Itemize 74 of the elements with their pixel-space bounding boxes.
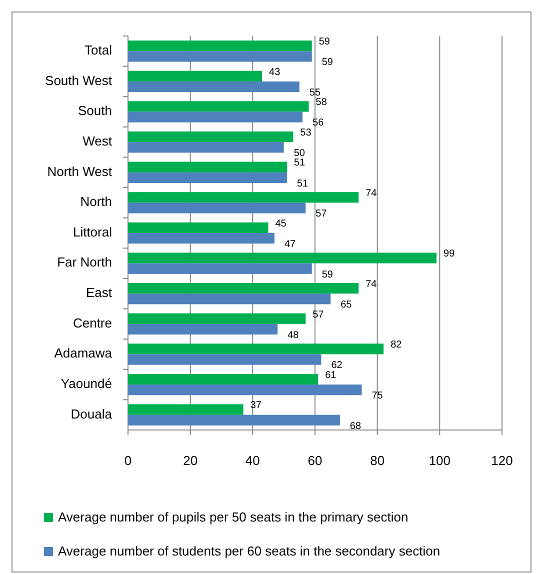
y-tick-label: North West xyxy=(47,164,112,179)
data-label: 45 xyxy=(275,218,287,230)
data-label: 50 xyxy=(294,148,306,160)
data-label: 65 xyxy=(340,300,352,311)
bar xyxy=(128,354,322,365)
data-label: 56 xyxy=(312,118,324,129)
data-label: 59 xyxy=(318,36,330,48)
y-tick-label: East xyxy=(86,285,112,300)
data-label: 43 xyxy=(269,66,281,78)
bar xyxy=(128,131,294,142)
bar xyxy=(128,294,331,304)
bar xyxy=(128,112,303,122)
data-label: 74 xyxy=(366,188,378,200)
y-tick-label: South West xyxy=(45,72,112,88)
data-label: 59 xyxy=(322,269,334,280)
x-tick-label: 120 xyxy=(491,453,513,468)
bar xyxy=(128,101,309,112)
data-label: 62 xyxy=(331,360,343,372)
bar xyxy=(128,162,287,172)
y-tick-label: West xyxy=(82,134,112,149)
bar xyxy=(128,51,312,62)
legend-label: Average number of students per 60 seats in the secondary section xyxy=(58,543,440,558)
data-label: 75 xyxy=(372,390,384,402)
data-label: 47 xyxy=(284,238,296,250)
y-tick-label: Douala xyxy=(70,406,113,422)
x-tick-label: 20 xyxy=(183,453,198,468)
data-label: 61 xyxy=(325,370,337,381)
x-tick-label: 100 xyxy=(428,453,451,468)
bar xyxy=(128,313,306,324)
data-label: 58 xyxy=(316,97,328,108)
x-tick-label: 40 xyxy=(245,453,260,468)
bar xyxy=(128,172,287,183)
bar xyxy=(128,222,268,233)
bar xyxy=(128,414,340,426)
bar xyxy=(128,263,312,274)
y-tick-label: North xyxy=(80,194,112,210)
bar xyxy=(128,283,359,294)
y-tick-label: Adamawa xyxy=(54,346,113,361)
data-label: 37 xyxy=(250,400,262,412)
data-label: 51 xyxy=(294,158,306,169)
y-tick-label: Centre xyxy=(72,315,112,330)
data-label: 57 xyxy=(312,309,324,320)
legend-label: Average number of pupils per 50 seats in the primary section xyxy=(58,509,408,524)
bar xyxy=(128,344,384,354)
bar xyxy=(128,81,300,92)
data-label: 51 xyxy=(296,178,309,190)
data-label: 48 xyxy=(288,330,300,341)
data-label: 82 xyxy=(390,340,402,351)
bar xyxy=(128,374,318,385)
data-label: 57 xyxy=(316,208,328,220)
bar xyxy=(128,142,284,153)
y-tick-label: South xyxy=(78,103,112,118)
bar xyxy=(128,40,312,52)
bar xyxy=(128,202,306,214)
data-label: 59 xyxy=(322,57,334,68)
data-label: 53 xyxy=(300,127,312,138)
x-tick-label: 0 xyxy=(124,453,132,468)
data-label: 99 xyxy=(444,248,456,260)
bar xyxy=(128,233,274,244)
x-tick-label: 60 xyxy=(308,453,322,468)
bar xyxy=(128,192,359,203)
x-tick-label: 80 xyxy=(370,453,385,468)
y-tick-label: Total xyxy=(84,42,112,58)
bar xyxy=(128,324,278,335)
y-tick-label: Far North xyxy=(57,254,112,270)
y-tick-label: Littoral xyxy=(72,224,112,240)
data-label: 68 xyxy=(350,420,362,432)
bar xyxy=(128,384,362,396)
data-label: 55 xyxy=(309,87,321,98)
bar xyxy=(128,252,437,264)
bar xyxy=(128,404,244,415)
y-tick-label: Yaoundé xyxy=(60,376,112,391)
bar xyxy=(128,70,262,82)
data-label: 74 xyxy=(366,278,378,290)
